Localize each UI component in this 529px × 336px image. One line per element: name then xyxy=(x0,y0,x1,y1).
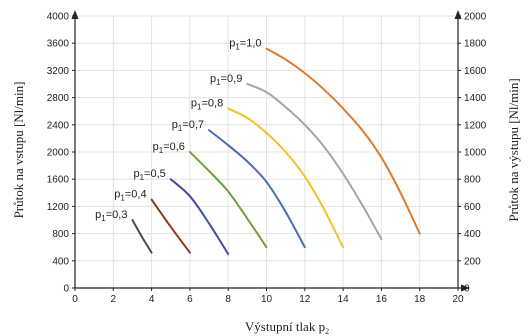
series-line xyxy=(208,129,306,249)
x-tick-label: 10 xyxy=(261,294,273,305)
series-label: p1=0,4 xyxy=(114,189,146,203)
series-line xyxy=(131,219,153,254)
series-labels: p1=0,3 p1=0,4 p1=0,5 p1=0,6 p1=0,7 p1=0,8 p1=0… xyxy=(95,38,261,223)
series-label: p1=0,6 xyxy=(153,141,185,155)
x-tick-label: 0 xyxy=(72,294,78,305)
series-label: p1=0,3 xyxy=(95,209,127,223)
y-right-tick-label: 0 xyxy=(464,284,470,295)
y-left-tick-label: 3600 xyxy=(47,39,70,50)
x-tick-label: 14 xyxy=(338,294,350,305)
y-axis-left-title: Průtok na vstupu [Nl/min] xyxy=(11,82,26,219)
series-line xyxy=(227,107,345,249)
y-left-tick-label: 800 xyxy=(52,229,69,240)
y-left-tick-label: 3200 xyxy=(47,66,70,77)
series-label: p1=0,8 xyxy=(191,97,223,111)
series-line xyxy=(246,83,383,241)
x-tick-label: 20 xyxy=(452,294,464,305)
y-axis-right-title: Průtok na výstupu [Nl/min] xyxy=(506,78,521,221)
series-label: p1=0,9 xyxy=(210,73,242,87)
ticks: 0 2 4 6 8 10 12 14 16 18 2004008001200160020002400… xyxy=(47,12,487,306)
series-line xyxy=(150,198,191,254)
y-left-tick-label: 400 xyxy=(52,256,69,267)
series-line xyxy=(169,178,230,255)
y-left-tick-label: 4000 xyxy=(47,12,70,23)
x-tick-label: 12 xyxy=(299,294,311,305)
y-left-tick-label: 0 xyxy=(63,284,69,295)
x-axis-title: Výstupní tlak p2 xyxy=(245,319,329,336)
y-axis-left-arrow xyxy=(71,10,79,19)
x-tick-label: 16 xyxy=(376,294,388,305)
series-label: p1=0,7 xyxy=(172,119,204,133)
series-lines xyxy=(131,47,421,255)
x-tick-label: 18 xyxy=(414,294,426,305)
series-label: p1=1,0 xyxy=(229,38,261,52)
y-right-tick-label: 200 xyxy=(464,256,481,267)
y-right-tick-label: 2000 xyxy=(464,12,487,23)
y-right-tick-label: 600 xyxy=(464,202,481,213)
x-tick-label: 8 xyxy=(225,294,231,305)
x-tick-label: 2 xyxy=(111,294,117,305)
x-tick-label: 4 xyxy=(149,294,155,305)
y-axis-right-arrow xyxy=(454,10,462,19)
series-label: p1=0,5 xyxy=(133,168,165,182)
y-left-tick-label: 1600 xyxy=(47,175,70,186)
y-right-tick-label: 1000 xyxy=(464,148,487,159)
y-right-tick-label: 1800 xyxy=(464,39,487,50)
axes xyxy=(71,10,470,292)
y-right-tick-label: 1600 xyxy=(464,66,487,77)
y-left-tick-label: 2000 xyxy=(47,148,70,159)
series-line xyxy=(188,151,268,249)
x-axis-arrow xyxy=(461,284,470,292)
series-line xyxy=(265,47,421,235)
y-left-tick-label: 1200 xyxy=(47,202,70,213)
y-right-tick-label: 1200 xyxy=(464,120,487,131)
y-right-tick-label: 800 xyxy=(464,175,481,186)
y-left-tick-label: 2400 xyxy=(47,120,70,131)
x-tick-label: 6 xyxy=(187,294,193,305)
y-right-tick-label: 1400 xyxy=(464,93,487,104)
y-right-tick-label: 400 xyxy=(464,229,481,240)
y-left-tick-label: 2800 xyxy=(47,93,70,104)
